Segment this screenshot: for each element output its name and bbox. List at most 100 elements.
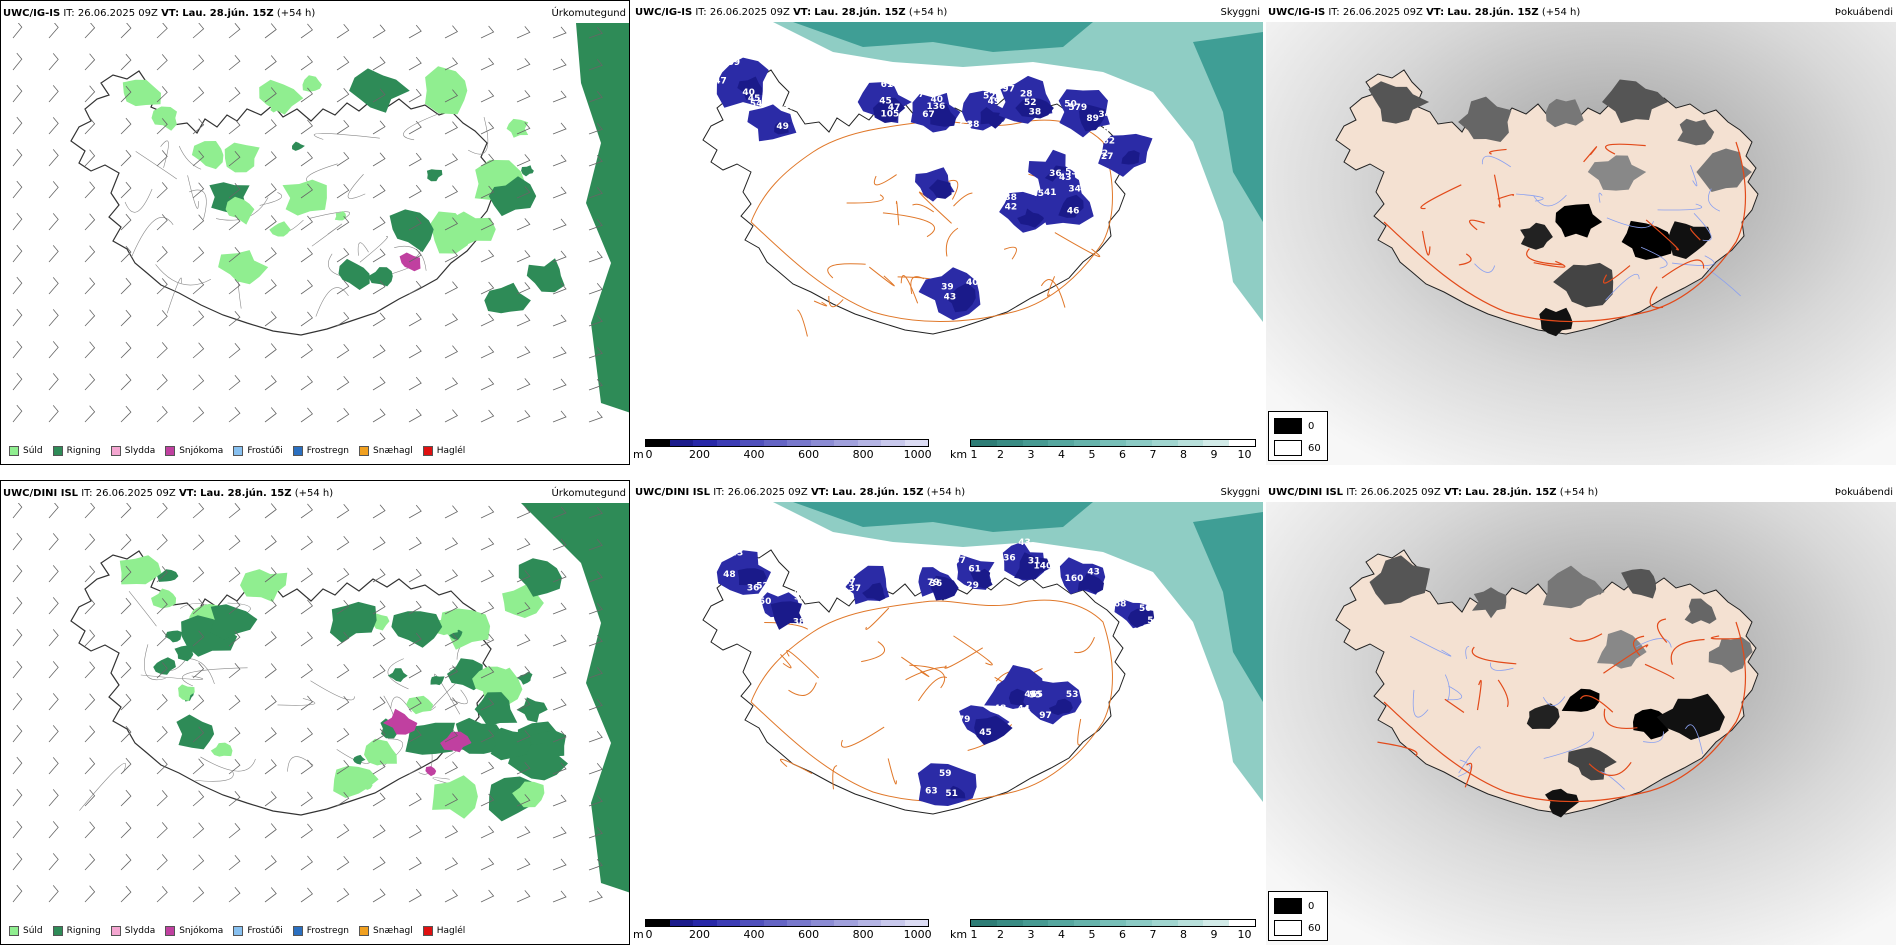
- cloud-base-value: 30: [842, 576, 855, 586]
- colorbar-tick: 7: [1149, 928, 1157, 941]
- colorbar-tick: 600: [798, 928, 820, 941]
- cloud-base-value: 79: [927, 578, 940, 588]
- legend-swatch: [52, 926, 63, 936]
- colorbar-segment: [1100, 920, 1126, 926]
- rivers: [1474, 155, 1741, 301]
- vt-value: Lau. 28.jún. 15Z: [832, 487, 924, 498]
- colorbar-tick: 3: [1027, 928, 1035, 941]
- legend-item: Súld: [9, 926, 43, 936]
- precip-map: [12, 503, 629, 903]
- vt-label: VT:: [161, 8, 180, 19]
- cloud-base-value: 36: [930, 579, 943, 589]
- cloud-base-value: 50: [1139, 604, 1152, 614]
- cloud-base-value: 140: [1034, 561, 1053, 571]
- precip-map: [12, 23, 629, 423]
- cloud-base-value: 31: [1030, 152, 1043, 162]
- colorbar-tick: 1000: [903, 928, 932, 941]
- iceland-outline: [70, 550, 494, 816]
- cloud-base-value: 58: [1103, 126, 1116, 136]
- colorbar-segment: [646, 920, 670, 926]
- colorbar-tick: 1: [970, 448, 978, 461]
- colorbar-segment: [1022, 920, 1049, 926]
- legend-item: Haglél: [422, 926, 466, 936]
- colorbar-unit: m: [633, 448, 644, 461]
- cloud-base-value: 45: [879, 97, 892, 107]
- colorbar-segment: [787, 440, 811, 446]
- cloud-base-value: 52: [983, 91, 996, 101]
- precip-type-panel: UWC/IG-IS IT: 26.06.2025 09Z VT: Lau. 28…: [0, 0, 630, 465]
- it-label: IT:: [1346, 487, 1358, 498]
- vt-value: Lau. 28.jún. 15Z: [1465, 487, 1557, 498]
- cloud-base-value: 43: [731, 549, 744, 559]
- colorbar-tick: 0: [645, 448, 653, 461]
- cloud-base-value: 57: [912, 90, 925, 100]
- colorbar-tick: 10: [1237, 928, 1252, 941]
- cloud-base-value: 43: [1059, 173, 1072, 183]
- legend-label: Súld: [23, 926, 43, 936]
- cloud-base-value: 38: [794, 592, 807, 602]
- colorbar-unit: km: [950, 928, 968, 941]
- fog-legend-swatch: [1274, 440, 1302, 456]
- panel-title: UWC/DINI ISL IT: 26.06.2025 09Z VT: Lau.…: [635, 487, 965, 498]
- cloud-base-value: 43: [928, 161, 941, 171]
- cloud-base-value: 82: [1096, 149, 1109, 159]
- field-name: Þokuábendi: [1834, 7, 1893, 18]
- colorbar-segment: [646, 440, 670, 446]
- cloud-base-value: 53: [1065, 168, 1078, 178]
- lead-time: (+54 h): [1559, 487, 1599, 498]
- cloud-base-value: 41: [1044, 188, 1057, 198]
- cloud-base-value: 57: [1147, 616, 1160, 626]
- cloud-base-value: 45: [979, 728, 992, 738]
- colorbar-segment: [716, 920, 740, 926]
- panel-title: UWC/DINI ISL IT: 26.06.2025 09Z VT: Lau.…: [3, 488, 333, 499]
- vt-value: Lau. 28.jún. 15Z: [182, 8, 274, 19]
- legend-label: Rigning: [66, 446, 101, 456]
- colorbar-segment: [1125, 920, 1152, 926]
- cloud-base-value: 18: [841, 570, 854, 580]
- it-value: 26.06.2025 09Z: [709, 7, 790, 18]
- colorbar-segment: [763, 920, 787, 926]
- vt-value: Lau. 28.jún. 15Z: [814, 7, 906, 18]
- colorbar-segment: [1074, 440, 1101, 446]
- lead-time: (+54 h): [908, 7, 948, 18]
- colorbar-tick: 1000: [903, 448, 932, 461]
- cloud-base-value: 37: [953, 556, 966, 566]
- rivers: [1410, 635, 1704, 790]
- colorbar-tick: 2: [997, 448, 1004, 461]
- cloud-base-value: 59: [1085, 551, 1098, 561]
- colorbar-segment: [763, 440, 787, 446]
- roads: [1383, 141, 1747, 323]
- cloud-base-value: 68: [1114, 600, 1127, 610]
- colorbar-segment: [1100, 440, 1126, 446]
- colorbar-tick: 400: [743, 448, 765, 461]
- colorbar-segment: [996, 920, 1023, 926]
- cloud-base-value: 45: [1030, 690, 1043, 700]
- legend-swatch: [52, 446, 63, 456]
- cloud-base-value: 67: [843, 578, 856, 588]
- iceland-land: [1335, 549, 1759, 815]
- cloud-base-value: 49: [776, 122, 789, 132]
- cloud-base-value: 38: [1004, 193, 1017, 203]
- colorbar-unit: m: [633, 928, 644, 941]
- lead-time: (+54 h): [276, 8, 316, 19]
- cloud-base-value: 97: [1039, 711, 1052, 721]
- fog-index-legend: 0 60: [1268, 411, 1328, 461]
- fog-index-panel: UWC/DINI ISL IT: 26.06.2025 09Z VT: Lau.…: [1266, 480, 1896, 945]
- colorbar-tick: 10: [1237, 448, 1252, 461]
- colorbar-tick: 4: [1058, 928, 1066, 941]
- cloud-base-value: 28: [1020, 90, 1033, 100]
- legend-label: Snjókoma: [179, 926, 224, 936]
- fog-legend-value: 0: [1308, 420, 1315, 432]
- panel-title: UWC/IG-IS IT: 26.06.2025 09Z VT: Lau. 28…: [3, 8, 315, 19]
- vt-label: VT:: [1443, 487, 1462, 498]
- colorbar-segment: [669, 920, 693, 926]
- cloud-base-value: 34: [1098, 110, 1111, 120]
- legend-swatch: [292, 926, 303, 936]
- fog-areas: [1368, 79, 1752, 337]
- cloud-base-value: 47: [714, 77, 727, 87]
- fog-legend-row: 60: [1274, 440, 1321, 456]
- cloud-base-value: 105: [881, 110, 900, 120]
- cloud-base-value: 48: [723, 570, 736, 580]
- legend-label: Haglél: [436, 926, 466, 936]
